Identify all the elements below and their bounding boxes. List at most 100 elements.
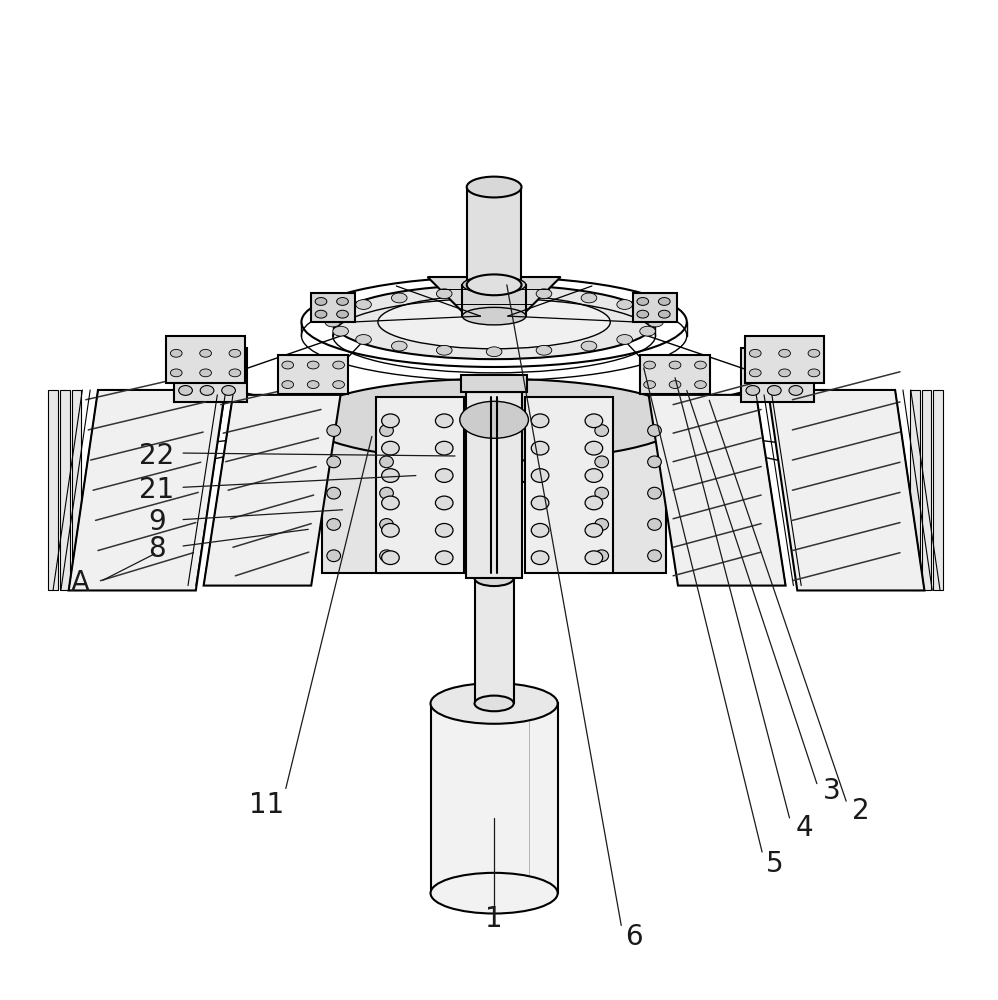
Text: 5: 5 [766, 850, 783, 878]
Ellipse shape [531, 414, 549, 428]
Ellipse shape [581, 341, 597, 351]
Ellipse shape [327, 487, 340, 499]
Ellipse shape [474, 570, 514, 586]
Ellipse shape [379, 550, 393, 562]
Ellipse shape [467, 177, 522, 197]
Text: 2: 2 [852, 797, 869, 825]
Ellipse shape [585, 523, 603, 537]
Bar [742, 348, 814, 402]
Ellipse shape [200, 369, 212, 377]
Ellipse shape [201, 364, 214, 374]
Bar [167, 336, 245, 383]
Ellipse shape [379, 519, 393, 530]
Ellipse shape [303, 400, 685, 482]
Ellipse shape [435, 496, 453, 510]
Ellipse shape [435, 441, 453, 455]
Ellipse shape [230, 369, 241, 377]
Bar [467, 187, 522, 285]
Ellipse shape [778, 349, 790, 357]
Ellipse shape [531, 523, 549, 537]
Bar [461, 375, 527, 392]
Ellipse shape [303, 379, 685, 461]
Ellipse shape [789, 386, 802, 395]
Ellipse shape [315, 310, 327, 318]
Ellipse shape [327, 425, 340, 436]
Ellipse shape [307, 381, 319, 389]
Bar [910, 390, 919, 590]
Ellipse shape [179, 364, 193, 374]
Ellipse shape [585, 414, 603, 428]
Ellipse shape [531, 469, 549, 482]
Ellipse shape [307, 361, 319, 369]
Ellipse shape [749, 349, 761, 357]
Bar [72, 390, 82, 590]
Ellipse shape [789, 364, 802, 374]
Ellipse shape [767, 364, 781, 374]
Bar [525, 397, 614, 573]
Ellipse shape [332, 381, 344, 389]
Ellipse shape [637, 298, 649, 305]
Ellipse shape [581, 293, 597, 303]
Bar [303, 420, 685, 441]
Ellipse shape [644, 361, 656, 369]
Ellipse shape [585, 469, 603, 482]
Ellipse shape [648, 487, 662, 499]
Ellipse shape [640, 308, 656, 318]
Ellipse shape [171, 349, 182, 357]
Ellipse shape [695, 361, 707, 369]
Ellipse shape [435, 551, 453, 565]
Ellipse shape [695, 381, 707, 389]
Ellipse shape [281, 381, 293, 389]
Ellipse shape [536, 289, 552, 299]
Polygon shape [204, 395, 340, 586]
Bar [590, 397, 667, 573]
Ellipse shape [332, 285, 656, 359]
Ellipse shape [808, 369, 819, 377]
Ellipse shape [808, 349, 819, 357]
Ellipse shape [435, 414, 453, 428]
Ellipse shape [315, 298, 327, 305]
Ellipse shape [430, 873, 558, 914]
Ellipse shape [640, 326, 656, 336]
Ellipse shape [381, 414, 399, 428]
Ellipse shape [200, 349, 212, 357]
Ellipse shape [746, 364, 759, 374]
Bar [311, 293, 355, 322]
Ellipse shape [648, 425, 662, 436]
Bar [278, 355, 348, 394]
Ellipse shape [531, 441, 549, 455]
Ellipse shape [430, 683, 558, 724]
Ellipse shape [474, 696, 514, 711]
Ellipse shape [637, 310, 649, 318]
Ellipse shape [659, 310, 670, 318]
Ellipse shape [536, 345, 552, 355]
Ellipse shape [659, 298, 670, 305]
Ellipse shape [230, 349, 241, 357]
Text: 6: 6 [625, 923, 643, 951]
Bar [640, 355, 711, 394]
Bar [466, 392, 523, 578]
Polygon shape [69, 390, 226, 590]
Ellipse shape [617, 300, 633, 309]
Bar [921, 390, 931, 590]
Ellipse shape [281, 361, 293, 369]
Ellipse shape [327, 550, 340, 562]
Polygon shape [649, 395, 785, 586]
Ellipse shape [222, 364, 236, 374]
Ellipse shape [381, 496, 399, 510]
Ellipse shape [332, 326, 348, 336]
Bar [462, 285, 526, 316]
Bar [746, 336, 823, 383]
Bar [633, 293, 677, 322]
Bar [376, 397, 464, 573]
Ellipse shape [391, 293, 407, 303]
Ellipse shape [462, 276, 526, 294]
Ellipse shape [381, 469, 399, 482]
Ellipse shape [648, 456, 662, 468]
Ellipse shape [336, 310, 348, 318]
Ellipse shape [486, 347, 502, 357]
Ellipse shape [381, 523, 399, 537]
Polygon shape [768, 390, 924, 590]
Ellipse shape [648, 519, 662, 530]
Text: 11: 11 [249, 791, 283, 819]
